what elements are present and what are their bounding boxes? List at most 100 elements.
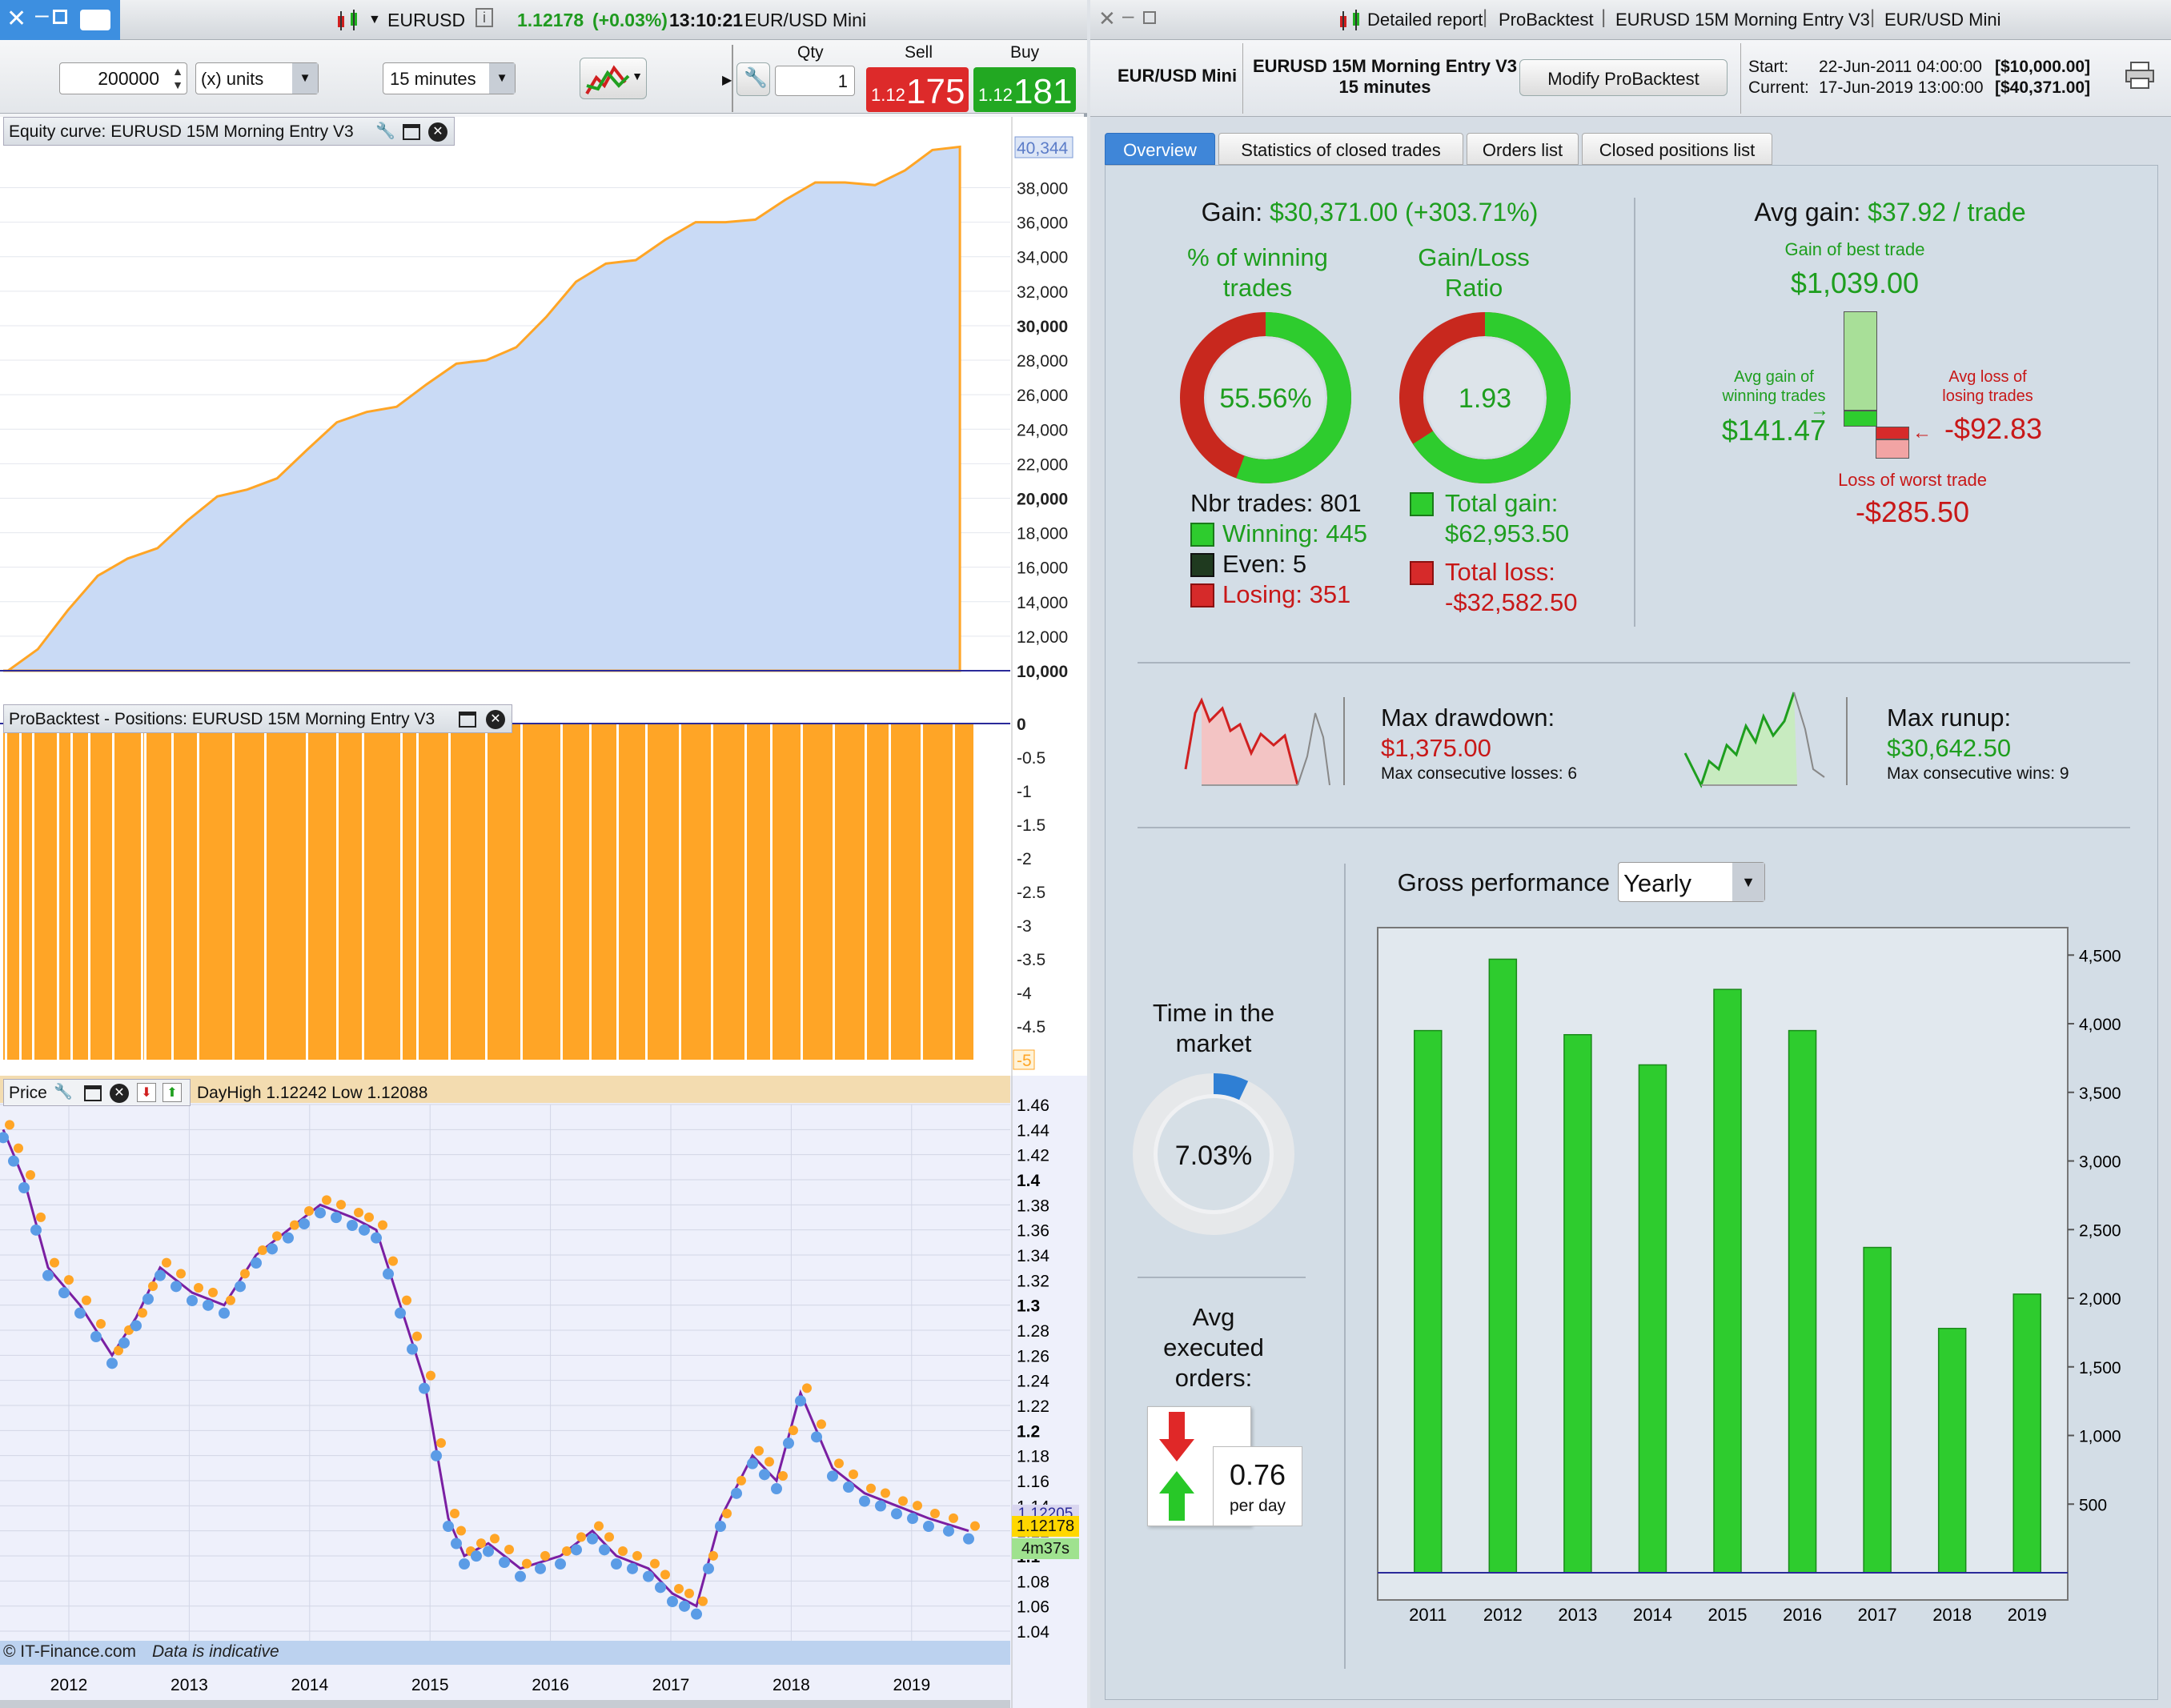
positions-gap	[264, 724, 267, 1060]
exit-marker	[866, 1483, 876, 1493]
buy-arrow-icon[interactable]: ⬆	[163, 1083, 182, 1102]
entry-marker	[599, 1544, 610, 1556]
positions-gap	[801, 724, 803, 1060]
price-chart[interactable]: 1.46 1.44 1.42 1.4 1.38 1.36 1.34 1.32 1.3 1.28 1.…	[0, 1076, 1087, 1708]
chevron-down-icon[interactable]: ▼	[292, 63, 318, 94]
maximize-icon[interactable]	[1143, 11, 1156, 24]
chart-toolbar: 200000 ▲ ▼ (x) units ▼ 15 minutes ▼ ▼ ▶ 🔧…	[0, 40, 1087, 114]
expand-arrow-icon[interactable]: ▶	[722, 74, 732, 87]
avg-win-label: Avg gain of winning trades	[1714, 367, 1834, 406]
entry-marker	[643, 1570, 654, 1582]
avg-gain-label: Avg gain:	[1754, 198, 1861, 227]
chevron-down-icon[interactable]: ▼	[368, 13, 381, 26]
wrench-icon[interactable]: 🔧	[54, 1084, 73, 1101]
entry-marker	[963, 1533, 974, 1545]
entry-marker	[655, 1582, 666, 1594]
positions-bars	[3, 724, 973, 1060]
entry-marker	[383, 1268, 394, 1280]
indicators-button[interactable]: ▼	[580, 58, 647, 99]
title-symbol[interactable]: EURUSD	[387, 10, 466, 30]
equity-chart[interactable]: 40,344 38,000 36,000 34,000 32,000 30,000 28,0…	[0, 117, 1087, 714]
info-icon[interactable]: i	[476, 8, 493, 27]
title-time: 13:10:21	[669, 10, 744, 30]
window-icon[interactable]	[403, 124, 420, 140]
price-axis-label: 1.28	[1017, 1322, 1049, 1341]
timeframe-select[interactable]: 15 minutes ▼	[383, 62, 516, 94]
window-controls: ✕ –	[0, 0, 120, 40]
modify-probacktest-button[interactable]: Modify ProBacktest	[1519, 59, 1728, 96]
quantity-stepper[interactable]: 200000 ▲ ▼	[59, 62, 187, 94]
close-icon[interactable]: ✕	[110, 1084, 129, 1103]
close-icon[interactable]: ✕	[428, 122, 447, 142]
exit-marker	[476, 1538, 486, 1549]
close-icon[interactable]: ✕	[486, 710, 505, 729]
gross-performance-period-select[interactable]: Yearly ▼	[1618, 862, 1765, 902]
price-axis-label: 1.08	[1017, 1573, 1049, 1591]
minimize-icon[interactable]: –	[1122, 3, 1134, 27]
positions-axis-label: -4	[1017, 984, 1032, 1003]
exit-marker	[82, 1295, 91, 1305]
winning-arc	[1180, 312, 1351, 483]
left-title-bar: ✕ – ▼ EURUSD i 1.12178 (+0.03%) 13:10:21…	[0, 0, 1087, 40]
maximize-icon[interactable]	[53, 10, 67, 24]
chevron-down-icon[interactable]: ▼	[489, 63, 515, 94]
title-sep: |	[1601, 6, 1607, 28]
entry-marker	[118, 1337, 130, 1349]
losing-count: Losing: 351	[1222, 580, 1351, 608]
exit-marker	[970, 1521, 980, 1531]
sell-arrow-icon[interactable]: ⬇	[137, 1083, 156, 1102]
entry-marker	[811, 1431, 822, 1443]
entry-marker	[315, 1207, 326, 1219]
price-axis-label: 1.4	[1017, 1172, 1041, 1190]
tab-statistics-label: Statistics of closed trades	[1241, 140, 1441, 160]
printer-icon[interactable]	[2125, 61, 2155, 90]
positions-chart[interactable]: 0 -0.5 -1 -1.5 -2 -2.5 -3 -3.5 -4 -4.5 -5	[0, 708, 1087, 1076]
exit-marker	[698, 1596, 708, 1606]
entry-marker	[943, 1525, 954, 1537]
indicators-chart-icon	[585, 65, 630, 95]
qty-input[interactable]: 1	[775, 66, 855, 96]
positions-gap	[362, 724, 364, 1060]
max-drawdown-label: Max drawdown:	[1381, 704, 1555, 732]
perf-bar	[1713, 988, 1742, 1574]
keyboard-icon[interactable]	[80, 10, 110, 30]
positions-gap	[921, 724, 923, 1060]
tab-orders[interactable]: Orders list	[1467, 133, 1579, 165]
quantity-value: 200000	[98, 68, 159, 89]
entry-marker	[827, 1470, 838, 1482]
units-select[interactable]: (x) units ▼	[195, 62, 319, 94]
stepper-arrows-icon[interactable]: ▲ ▼	[172, 65, 183, 91]
sell-button[interactable]: 1.12 175	[866, 67, 969, 112]
minimize-icon[interactable]: –	[35, 2, 49, 28]
price-axis-label: 1.04	[1017, 1623, 1049, 1642]
vertical-divider	[1634, 198, 1635, 627]
window-icon[interactable]	[459, 712, 476, 728]
chevron-down-icon[interactable]: ▼	[1732, 863, 1764, 901]
divider	[1740, 43, 1741, 114]
tab-closed-positions[interactable]: Closed positions list	[1582, 133, 1772, 165]
tab-statistics[interactable]: Statistics of closed trades	[1218, 133, 1463, 165]
entry-marker	[875, 1500, 886, 1512]
max-runup-value: $30,642.50	[1887, 734, 2012, 762]
buy-button[interactable]: 1.12 181	[973, 67, 1076, 112]
gl-ratio-label-2: Ratio	[1444, 274, 1503, 302]
close-icon[interactable]: ✕	[6, 6, 27, 32]
perf-xtick: 2012	[1483, 1605, 1523, 1625]
perf-bar	[1863, 1246, 1892, 1574]
tab-orders-label: Orders list	[1482, 140, 1563, 160]
close-icon[interactable]: ✕	[1098, 6, 1116, 30]
avg-loss-label: Avg loss of losing trades	[1925, 367, 2050, 406]
window-icon[interactable]	[84, 1085, 102, 1101]
units-label: (x) units	[201, 69, 264, 89]
chevron-down-icon[interactable]: ▼	[632, 70, 643, 82]
wrench-button[interactable]: 🔧	[736, 62, 770, 96]
horizontal-scrollbar[interactable]	[0, 1700, 1010, 1708]
equity-axis-label: 26,000	[1017, 387, 1068, 405]
perf-bar	[1414, 1029, 1443, 1574]
gl-ratio-donut: 1.93	[1399, 312, 1571, 483]
wrench-icon[interactable]: 🔧	[375, 122, 395, 140]
time-in-market-label-1: Time in the	[1152, 999, 1275, 1027]
winning-pct-label: % of winning trades	[1154, 243, 1362, 303]
tab-overview[interactable]: Overview	[1105, 133, 1215, 165]
year-label: 2016	[532, 1676, 569, 1694]
